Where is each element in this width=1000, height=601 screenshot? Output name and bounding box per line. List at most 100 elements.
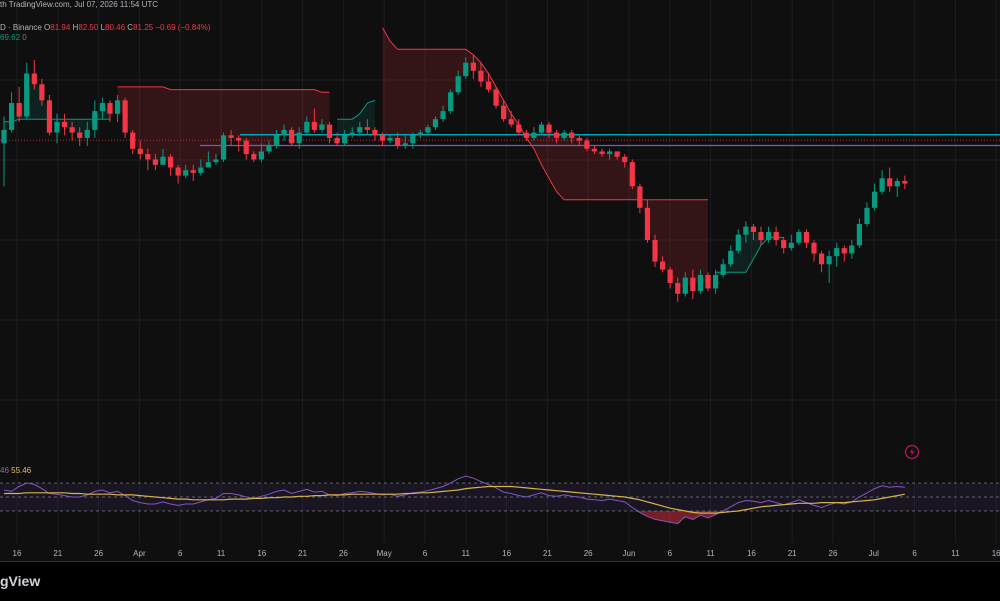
- candle-body: [152, 159, 158, 165]
- x-axis: 16 21 26 Apr 6 11 16 21 26 May 6 11 16 21 26 Jun 6 11 16 21…: [13, 549, 1000, 558]
- x-tick-label: 6: [178, 549, 183, 558]
- supertrend-down-fill: [382, 27, 708, 289]
- ohlc-legend: D · Binance O81.94 H82.50 L80.46 C81.25 …: [0, 23, 211, 32]
- candle-body: [205, 162, 211, 168]
- candle-body: [39, 84, 45, 101]
- open-value: 81.94: [50, 23, 71, 32]
- candle-body: [773, 231, 779, 241]
- candle-body: [546, 124, 552, 133]
- candle-body: [402, 143, 408, 147]
- candle-body: [364, 127, 370, 130]
- candle-body: [728, 250, 734, 265]
- footer-bar: gView: [0, 561, 1000, 601]
- high-value: 82.50: [78, 23, 99, 32]
- x-tick-label: Jun: [623, 549, 636, 558]
- x-tick-label: 26: [94, 549, 103, 558]
- x-tick-label: 26: [829, 549, 838, 558]
- candle-body: [682, 277, 688, 294]
- pair-suffix: D · Binance: [0, 23, 42, 32]
- candle-body: [16, 103, 22, 117]
- candle-body: [864, 207, 870, 224]
- x-tick-label: 16: [747, 549, 756, 558]
- candle-body: [69, 127, 75, 133]
- candle-body: [145, 154, 151, 160]
- open-label: O: [44, 23, 51, 32]
- candle-body: [326, 124, 333, 138]
- candle-body: [24, 73, 30, 117]
- x-tick-label: 21: [53, 549, 62, 558]
- candle-body: [220, 135, 227, 160]
- supertrend-up-fill: [337, 100, 375, 141]
- candle-body: [122, 100, 128, 133]
- candle-body: [448, 92, 454, 112]
- candle-body: [46, 100, 53, 133]
- candle-body: [455, 76, 461, 93]
- candle-body: [667, 269, 673, 284]
- candle-body: [470, 62, 476, 71]
- candle-body: [236, 137, 242, 141]
- candle-body: [130, 132, 136, 149]
- x-tick-label: 11: [951, 549, 960, 558]
- candle-body: [758, 231, 764, 241]
- candle-body: [281, 129, 287, 136]
- lightning-alert-icon[interactable]: [904, 444, 920, 460]
- low-value: 80.46: [105, 23, 126, 32]
- candle-body: [266, 146, 272, 152]
- candle-body: [879, 178, 885, 192]
- candle-body: [803, 231, 810, 243]
- x-tick-label: 6: [423, 549, 428, 558]
- candle-body: [516, 124, 522, 133]
- x-tick-label: 11: [462, 549, 471, 558]
- candle-body: [735, 234, 741, 251]
- candle-body: [417, 132, 423, 136]
- candle-body: [334, 137, 340, 144]
- candle-body: [622, 156, 628, 163]
- supertrend-down-fill: [117, 86, 330, 173]
- supertrend-down-line: [117, 86, 330, 93]
- candle-body: [826, 256, 832, 265]
- supertrend-down-line: [382, 27, 708, 201]
- candle-body: [599, 151, 605, 155]
- candle-body: [871, 191, 878, 208]
- candle-body: [788, 242, 794, 249]
- candle-body: [501, 105, 507, 120]
- candle-body: [485, 81, 492, 90]
- candle-body: [508, 119, 514, 125]
- x-tick-label: 6: [668, 549, 673, 558]
- candle-body: [372, 129, 378, 136]
- candle-body: [84, 129, 90, 138]
- x-tick-label: May: [377, 549, 392, 558]
- indicator-legend: 69.62 0: [0, 33, 27, 42]
- candle-body: [379, 135, 386, 141]
- x-tick-label: 21: [543, 549, 552, 558]
- candle-body: [410, 135, 416, 144]
- x-tick-label: 11: [706, 549, 715, 558]
- candle-body: [432, 119, 439, 128]
- rsi-value: 55.46: [11, 466, 32, 475]
- candle-body: [61, 121, 68, 128]
- candle-body: [114, 100, 121, 114]
- supertrend-up-fill: [715, 229, 784, 282]
- candle-body: [493, 89, 499, 106]
- candle-body: [531, 132, 537, 138]
- candle-body: [213, 159, 219, 163]
- candle-body: [92, 111, 98, 130]
- supertrend-up-line: [337, 99, 376, 120]
- candle-body: [576, 137, 582, 141]
- candle-body: [765, 231, 772, 241]
- candle-body: [705, 274, 711, 289]
- candle-body: [697, 274, 704, 292]
- candle-body: [478, 70, 484, 82]
- candle-body: [841, 248, 847, 254]
- supertrend-up-line: [715, 236, 784, 273]
- candle-body: [569, 132, 575, 138]
- x-tick-label: Jul: [869, 549, 879, 558]
- candle-body: [77, 132, 83, 138]
- candle-body: [243, 140, 249, 155]
- candle-body: [644, 207, 651, 241]
- x-tick-label: 16: [13, 549, 22, 558]
- candle-body: [887, 178, 893, 187]
- rsi-pane: [0, 475, 1000, 525]
- candle-body: [190, 170, 196, 173]
